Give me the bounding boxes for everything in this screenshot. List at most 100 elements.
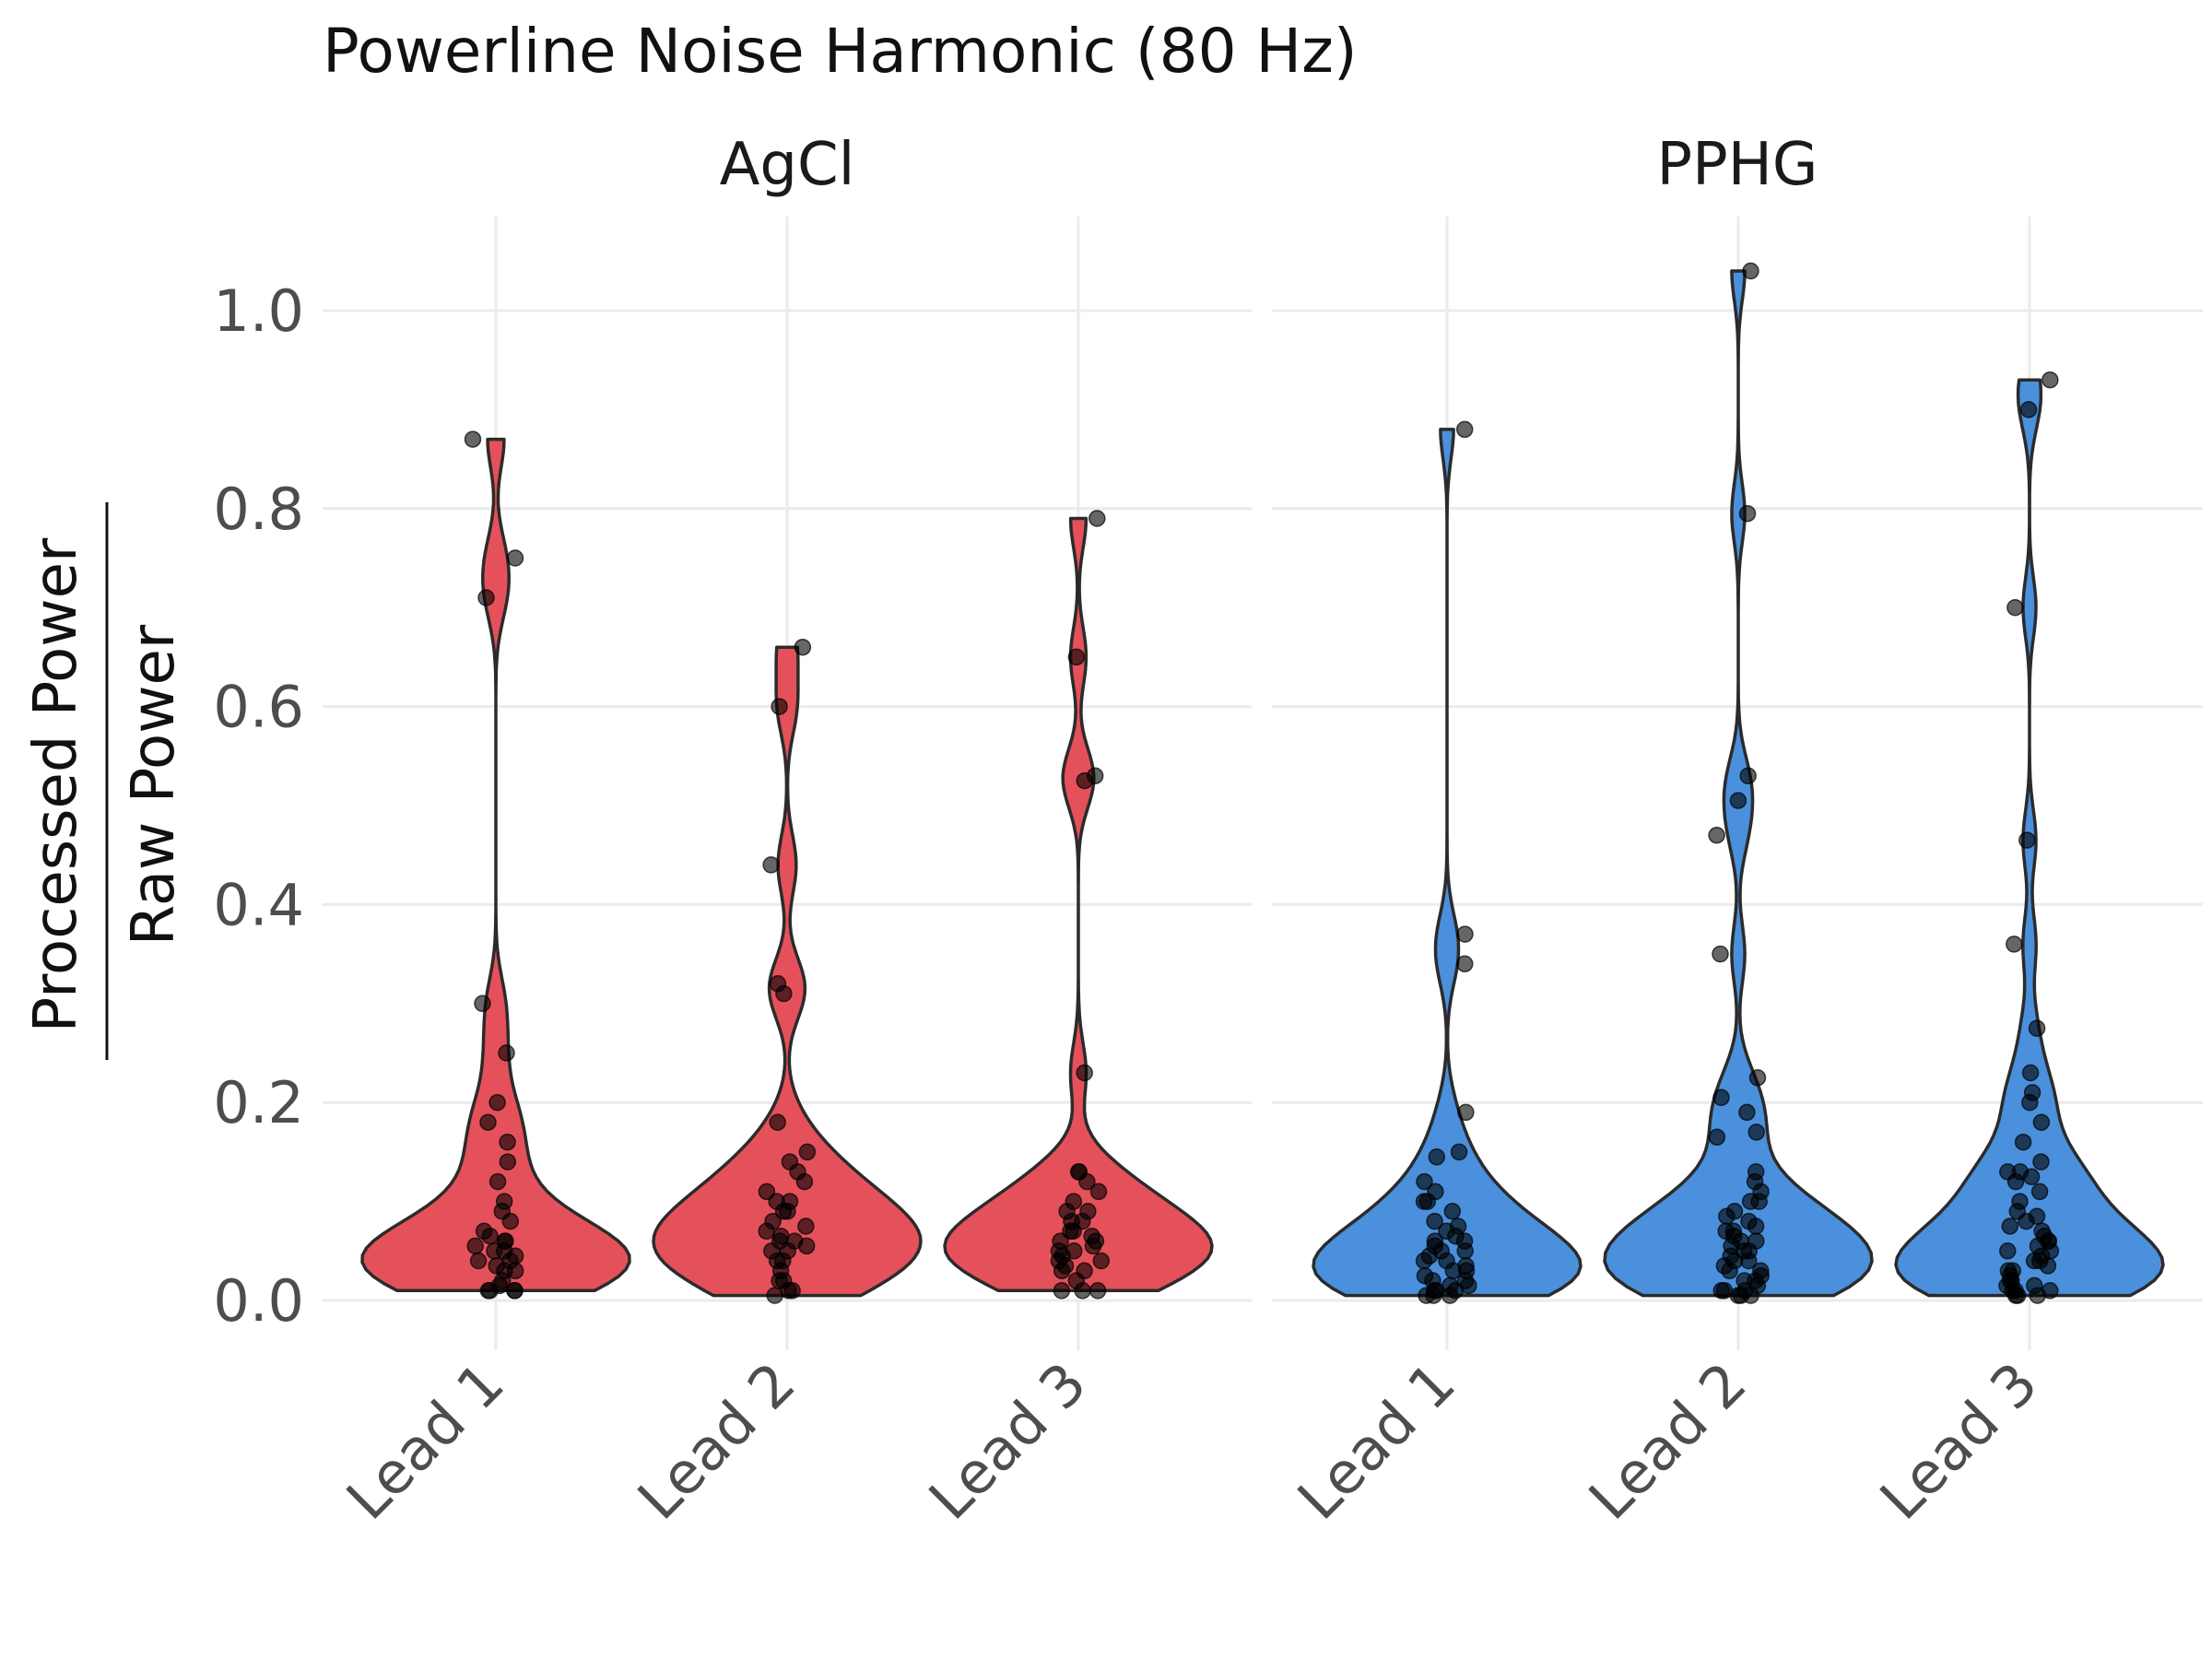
facet-panels: 0.0 0.2 0.4 0.6 0.8 1.0 AgCl Lead 1 Lead 2 Lead 3… [213,131,2203,1533]
data-point [2032,1113,2051,1131]
violin-agcl-lead-1 [360,437,631,1293]
data-point [2039,1257,2057,1275]
data-point [466,1237,484,1255]
data-point [486,1242,503,1260]
facet-panel-pphg: PPHG Lead 1 Lead 2 Lead 3 [1272,131,2203,1533]
data-point [1076,1064,1093,1082]
data-point [1741,1193,1759,1210]
data-point [2021,1064,2040,1082]
data-point [488,1172,507,1191]
data-point [1747,1124,1765,1141]
data-point [1742,1287,1759,1304]
data-point [469,1252,488,1270]
data-point [1441,1287,1459,1304]
data-point [794,638,812,656]
data-point [1089,1182,1108,1201]
violin-agcl-lead-2 [652,645,923,1298]
y-axis-label: Processed Power Raw Power [22,502,188,1060]
data-point [1078,1172,1096,1191]
data-point [2041,371,2059,389]
data-point [1074,1282,1091,1300]
data-point [1416,1172,1433,1191]
data-point [1712,1088,1730,1107]
data-point [758,1222,775,1241]
data-point [474,994,491,1013]
data-point [1456,955,1474,973]
data-point [2006,1172,2025,1191]
data-point [1456,925,1474,943]
data-point [2032,1153,2050,1171]
data-point [1708,1128,1726,1147]
data-point [464,430,482,448]
data-point [766,1287,783,1304]
data-point [2021,1093,2039,1112]
data-point [1739,767,1757,785]
data-point [1747,1218,1765,1235]
data-point [481,1227,499,1245]
y-tick-label: 1.0 [213,277,304,345]
data-point [1738,1103,1756,1122]
data-point [2019,401,2038,418]
data-point [506,549,524,567]
data-point [1053,1282,1071,1300]
y-tick-label: 0.6 [213,674,304,741]
data-point [1721,1262,1738,1280]
facet-panel-agcl: AgCl Lead 1 Lead 2 Lead 3 [323,131,1252,1533]
data-point [2029,1287,2046,1304]
data-point [1067,648,1086,666]
y-label-denominator: Raw Power [120,624,188,946]
data-point [797,1218,815,1235]
data-point [499,1133,516,1151]
data-point [1456,1242,1474,1260]
data-point [506,1282,524,1300]
data-point [1428,1148,1446,1166]
y-tick-label: 0.0 [213,1267,304,1335]
chart-title: Powerline Noise Harmonic (80 Hz) [323,16,1358,87]
data-point [783,1282,801,1300]
data-point [798,1143,817,1161]
data-point [1708,826,1725,844]
data-point [1415,1252,1433,1270]
x-tick-label: Lead 2 [625,1349,808,1533]
data-point [1415,1193,1433,1210]
data-point [762,856,780,874]
data-point [1712,1282,1731,1300]
data-point [498,1044,515,1062]
data-point [1450,1143,1468,1161]
data-point [2006,598,2024,617]
data-point [2022,1168,2041,1186]
data-point [1729,792,1747,809]
data-point [1999,1242,2017,1260]
data-point [2001,1218,2019,1235]
data-point [2008,1287,2027,1304]
data-point [479,1113,497,1131]
data-point [1712,945,1729,963]
data-point [771,698,788,715]
data-point [2018,831,2036,849]
data-point [501,1212,520,1230]
data-point [1455,420,1474,439]
y-tick-label: 0.4 [213,871,304,938]
data-point [797,1237,816,1255]
data-point [1084,1237,1102,1255]
y-label-numerator: Processed Power [22,537,90,1032]
data-point [1443,1203,1462,1220]
data-point [1738,504,1757,523]
violin-pphg-lead-1 [1312,428,1583,1298]
data-point [2030,1182,2049,1201]
facet-strip-label: PPHG [1657,131,1818,199]
data-point [1742,262,1759,280]
x-tick-label: Lead 1 [334,1349,517,1533]
x-tick-label: Lead 2 [1576,1349,1759,1533]
data-point [479,1282,498,1300]
data-point [1748,1069,1767,1087]
data-point [1418,1287,1435,1304]
data-point [477,589,495,606]
data-point [769,1113,786,1131]
x-tick-label: Lead 3 [916,1349,1100,1533]
data-point [775,984,793,1003]
data-point [1092,1252,1111,1270]
data-point [1053,1262,1071,1280]
data-point [774,1203,793,1220]
